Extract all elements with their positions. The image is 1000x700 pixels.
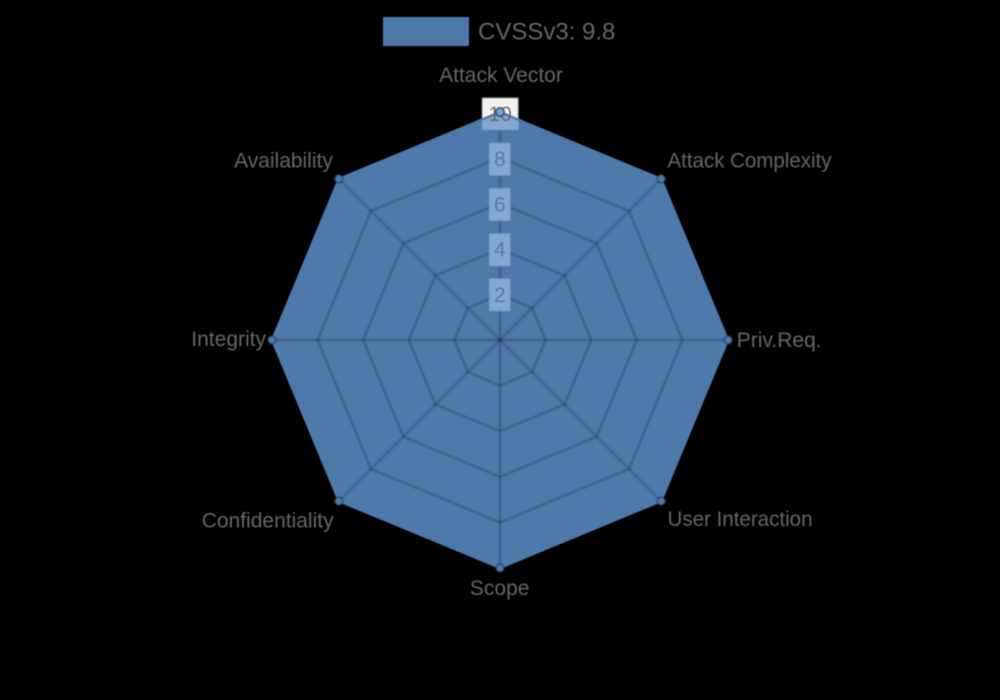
svg-text:6: 6 bbox=[494, 193, 506, 216]
svg-text:Attack Complexity: Attack Complexity bbox=[668, 149, 832, 172]
svg-text:Confidentiality: Confidentiality bbox=[202, 509, 334, 532]
svg-text:Attack Vector: Attack Vector bbox=[439, 64, 563, 87]
svg-text:2: 2 bbox=[494, 284, 506, 307]
svg-text:CVSSv3: 9.8: CVSSv3: 9.8 bbox=[478, 19, 615, 46]
svg-text:4: 4 bbox=[494, 239, 506, 262]
svg-text:Integrity: Integrity bbox=[191, 328, 266, 351]
svg-text:User Interaction: User Interaction bbox=[668, 508, 813, 531]
svg-text:8: 8 bbox=[494, 148, 506, 171]
svg-text:Scope: Scope bbox=[470, 577, 530, 600]
svg-text:Priv.Req.: Priv.Req. bbox=[737, 329, 822, 352]
svg-text:Availability: Availability bbox=[234, 150, 333, 173]
